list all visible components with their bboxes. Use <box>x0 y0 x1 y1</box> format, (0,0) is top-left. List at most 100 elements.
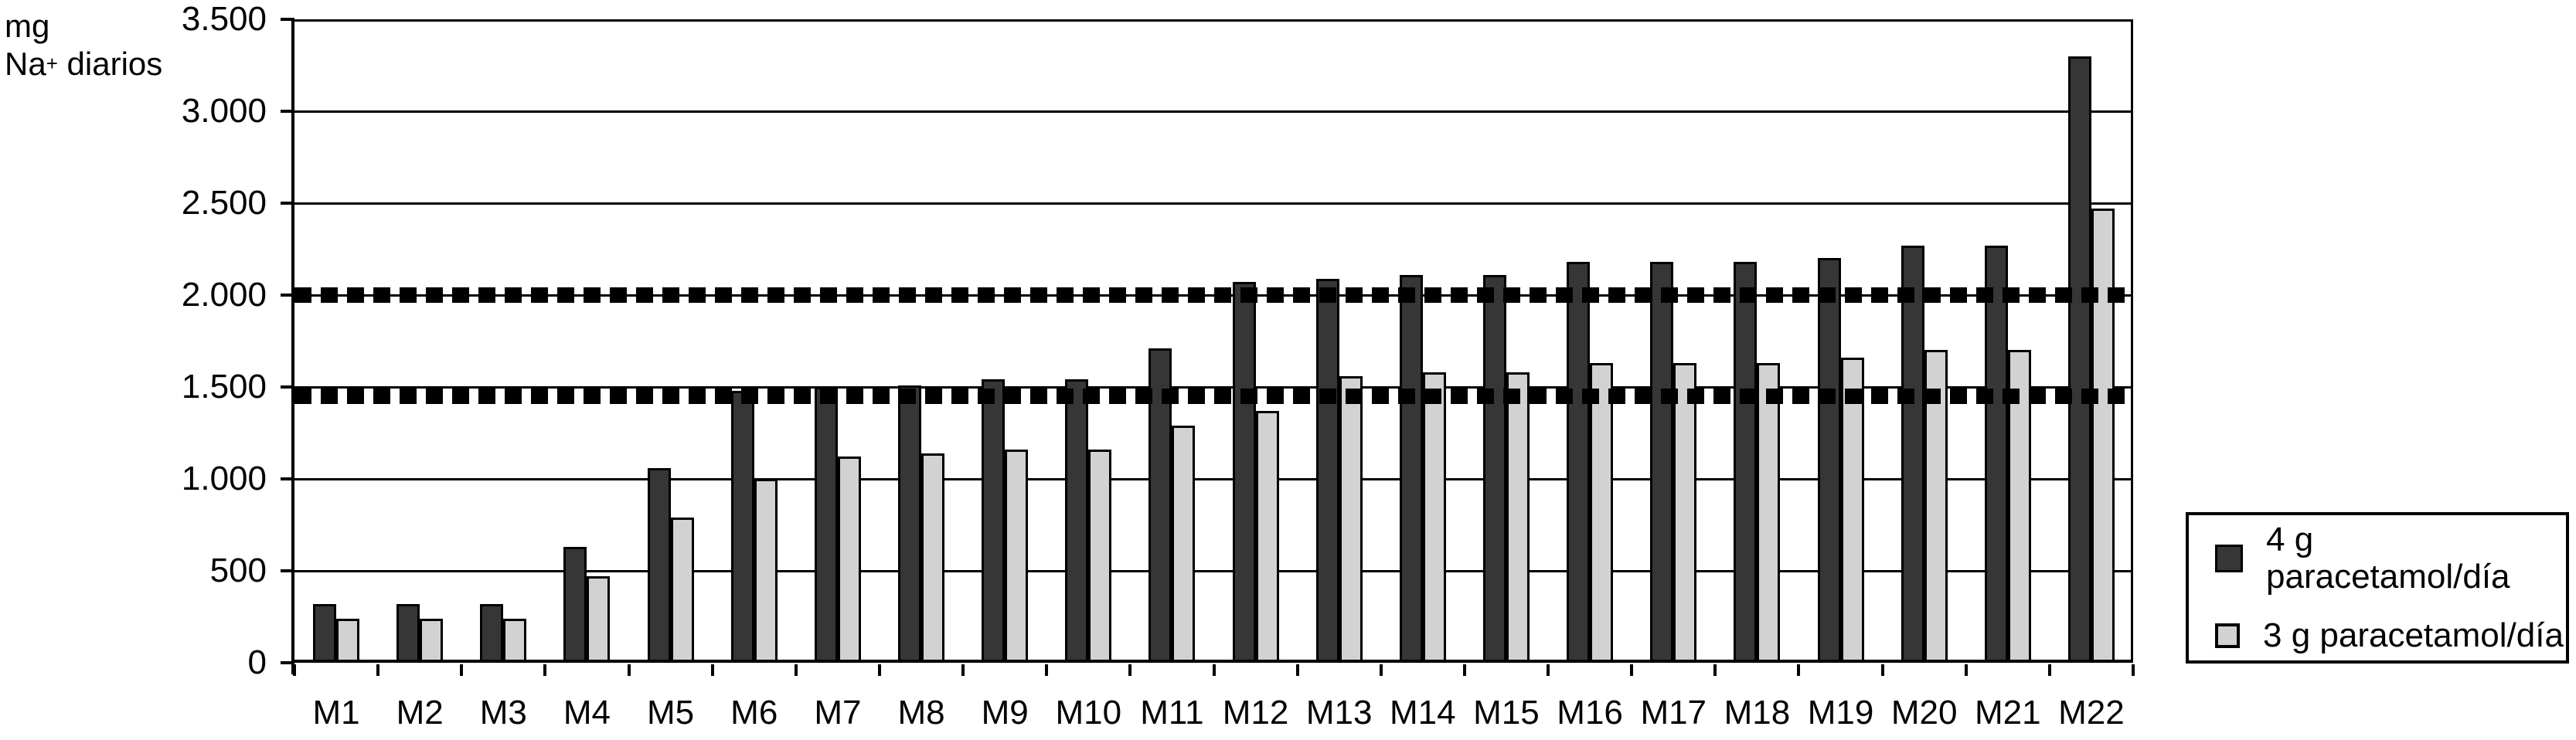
bar-3g-M18 <box>1757 363 1781 663</box>
x-tick-0 <box>293 664 296 676</box>
bar-3g-M4 <box>587 576 611 663</box>
superscript-plus: + <box>46 52 58 75</box>
x-axis-label-M6: M6 <box>730 694 778 732</box>
reference-line-1450 <box>294 388 2133 404</box>
x-axis-label-M3: M3 <box>479 694 527 732</box>
y-tick-3500 <box>281 18 294 21</box>
x-tick-21 <box>2048 664 2051 676</box>
y-tick-0 <box>281 661 294 664</box>
bar-3g-M11 <box>1172 426 1196 663</box>
x-tick-12 <box>1296 664 1299 676</box>
y-axis-label-0: 0 <box>247 643 267 681</box>
bar-4g-M12 <box>1232 282 1256 663</box>
bar-3g-M10 <box>1088 450 1112 663</box>
y-axis-title: mg Na+ diarios <box>5 8 162 83</box>
y-tick-1000 <box>281 477 294 480</box>
x-tick-4 <box>628 664 631 676</box>
x-tick-17 <box>1713 664 1717 676</box>
bar-4g-M15 <box>1482 275 1506 663</box>
bar-3g-M22 <box>2091 209 2115 663</box>
x-tick-8 <box>961 664 965 676</box>
gridline-500 <box>294 570 2133 572</box>
x-tick-10 <box>1128 664 1131 676</box>
bar-4g-M19 <box>1817 258 1841 663</box>
bar-4g-M10 <box>1065 379 1089 663</box>
plot-border-top <box>294 19 2133 22</box>
y-axis-line <box>291 19 294 674</box>
x-tick-22 <box>2132 664 2135 676</box>
legend-item-3g: 3 g paracetamol/día <box>2215 617 2566 654</box>
x-axis-label-M2: M2 <box>396 694 444 732</box>
y-axis-label-1500: 1.500 <box>181 368 267 406</box>
x-axis-label-M21: M21 <box>1974 694 2041 732</box>
bar-3g-M7 <box>837 457 861 663</box>
gridline-2500 <box>294 202 2133 205</box>
y-axis-label-500: 500 <box>209 552 267 589</box>
x-axis-label-M19: M19 <box>1807 694 1874 732</box>
bar-3g-M12 <box>1255 411 1279 663</box>
legend-swatch-3g <box>2215 623 2240 648</box>
legend-swatch-4g <box>2215 545 2243 572</box>
legend-item-4g: 4 g paracetamol/día <box>2215 521 2566 596</box>
y-axis-label-2500: 2.500 <box>181 184 267 222</box>
x-axis-label-M5: M5 <box>647 694 695 732</box>
bar-3g-M17 <box>1673 363 1697 663</box>
legend-label-4g: 4 g paracetamol/día <box>2266 521 2510 596</box>
y-tick-500 <box>281 569 294 572</box>
y-tick-3000 <box>281 110 294 113</box>
bar-4g-M8 <box>898 385 922 663</box>
x-axis-label-M12: M12 <box>1222 694 1289 732</box>
y-axis-title-line2: Na+ diarios <box>5 46 163 82</box>
bar-4g-M5 <box>647 468 671 663</box>
bar-3g-M8 <box>921 453 945 663</box>
x-axis-label-M9: M9 <box>981 694 1029 732</box>
x-tick-20 <box>1965 664 1968 676</box>
x-axis-label-M22: M22 <box>2058 694 2125 732</box>
y-axis-label-1000: 1.000 <box>181 460 267 497</box>
x-tick-6 <box>795 664 798 676</box>
x-axis-line <box>291 660 2133 663</box>
x-tick-15 <box>1547 664 1550 676</box>
bar-3g-M16 <box>1590 363 1614 663</box>
x-axis-label-M20: M20 <box>1890 694 1958 732</box>
x-axis-label-M7: M7 <box>814 694 862 732</box>
y-axis-label-2000: 2.000 <box>181 276 267 314</box>
bar-4g-M18 <box>1734 262 1758 663</box>
bar-3g-M19 <box>1840 358 1864 663</box>
x-tick-18 <box>1797 664 1800 676</box>
bar-4g-M17 <box>1650 262 1674 663</box>
legend-box: 4 g paracetamol/día 3 g paracetamol/día <box>2186 512 2569 664</box>
legend-label-3g: 3 g paracetamol/día <box>2263 616 2564 654</box>
x-axis-label-M17: M17 <box>1640 694 1707 732</box>
gridline-1000 <box>294 478 2133 480</box>
x-tick-9 <box>1045 664 1048 676</box>
x-axis-label-M1: M1 <box>312 694 360 732</box>
y-tick-1500 <box>281 385 294 389</box>
x-axis-label-M10: M10 <box>1055 694 1122 732</box>
bar-3g-M14 <box>1422 372 1446 663</box>
x-axis-label-M14: M14 <box>1390 694 1456 732</box>
bar-4g-M1 <box>313 604 337 663</box>
gridline-3000 <box>294 110 2133 113</box>
x-tick-1 <box>376 664 379 676</box>
bar-3g-M1 <box>336 619 360 663</box>
bar-3g-M5 <box>670 518 694 663</box>
gridline-1500 <box>294 386 2133 389</box>
x-axis-label-M16: M16 <box>1557 694 1623 732</box>
y-tick-2000 <box>281 294 294 297</box>
x-tick-14 <box>1463 664 1466 676</box>
plot-area <box>291 19 2133 674</box>
x-axis-label-M11: M11 <box>1140 694 1204 732</box>
x-axis-label-M4: M4 <box>563 694 611 732</box>
bar-4g-M20 <box>1901 246 1924 663</box>
y-axis-label-3500: 3.500 <box>181 0 267 38</box>
bar-4g-M6 <box>730 391 754 663</box>
bar-3g-M6 <box>754 479 778 663</box>
x-axis-label-M15: M15 <box>1473 694 1540 732</box>
x-tick-5 <box>711 664 714 676</box>
reference-line-2000 <box>294 287 2133 303</box>
bar-4g-M2 <box>396 604 420 663</box>
x-tick-13 <box>1380 664 1383 676</box>
bar-3g-M15 <box>1506 372 1530 663</box>
